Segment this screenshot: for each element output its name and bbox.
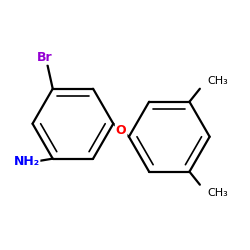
Text: CH₃: CH₃ <box>208 188 229 198</box>
Text: CH₃: CH₃ <box>208 76 229 86</box>
Text: NH₂: NH₂ <box>14 155 40 168</box>
Text: O: O <box>116 124 126 137</box>
Text: Br: Br <box>37 51 53 64</box>
